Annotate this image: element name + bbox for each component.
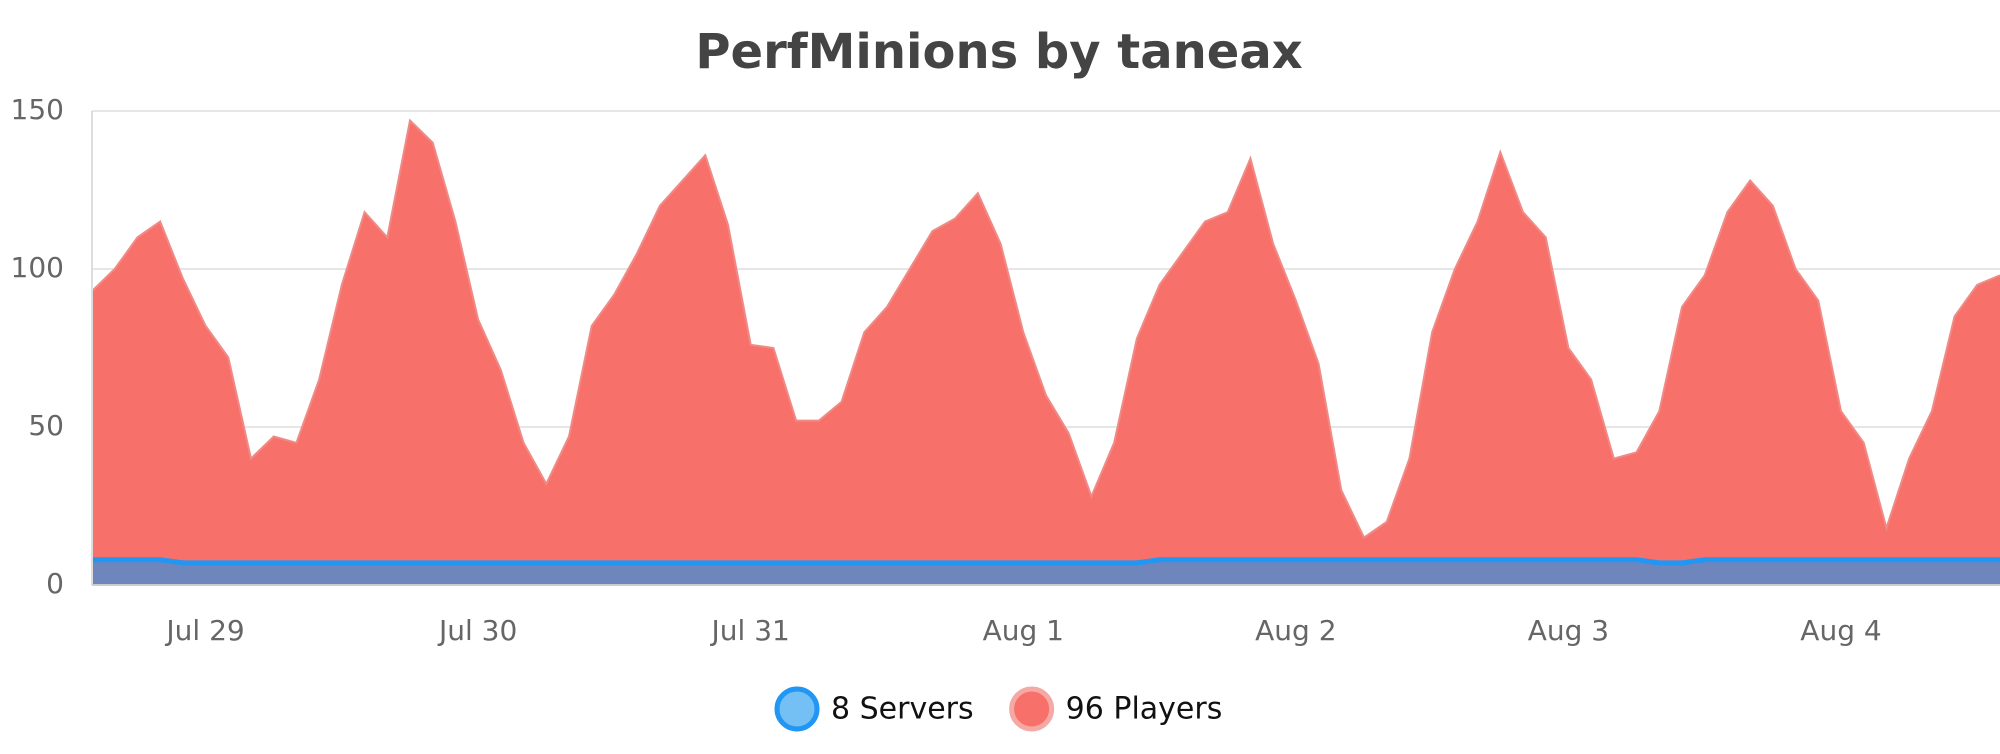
chart-title: PerfMinions by taneax <box>695 24 1302 80</box>
area-line <box>92 557 2000 566</box>
legend-marker <box>774 686 820 732</box>
x-tick-label: Aug 2 <box>1255 614 1336 647</box>
y-tick-label: 0 <box>46 567 64 600</box>
legend-label: 96 Players <box>1066 692 1223 727</box>
x-tick-label: Aug 3 <box>1528 614 1609 647</box>
x-tick-label: Jul 30 <box>437 614 517 647</box>
y-tick-label: 100 <box>11 251 64 284</box>
x-tick-label: Jul 29 <box>164 614 244 647</box>
x-tick-label: Jul 31 <box>710 614 790 647</box>
y-tick-label: 50 <box>28 409 64 442</box>
y-tick-label: 150 <box>11 93 64 126</box>
legend-marker <box>1009 686 1055 732</box>
x-tick-label: Aug 1 <box>983 614 1064 647</box>
legend-label: 8 Servers <box>831 692 974 727</box>
x-tick-label: Aug 4 <box>1800 614 1881 647</box>
area-fill <box>92 120 2000 585</box>
area-fill <box>92 559 2000 585</box>
area-line <box>91 118 2000 540</box>
